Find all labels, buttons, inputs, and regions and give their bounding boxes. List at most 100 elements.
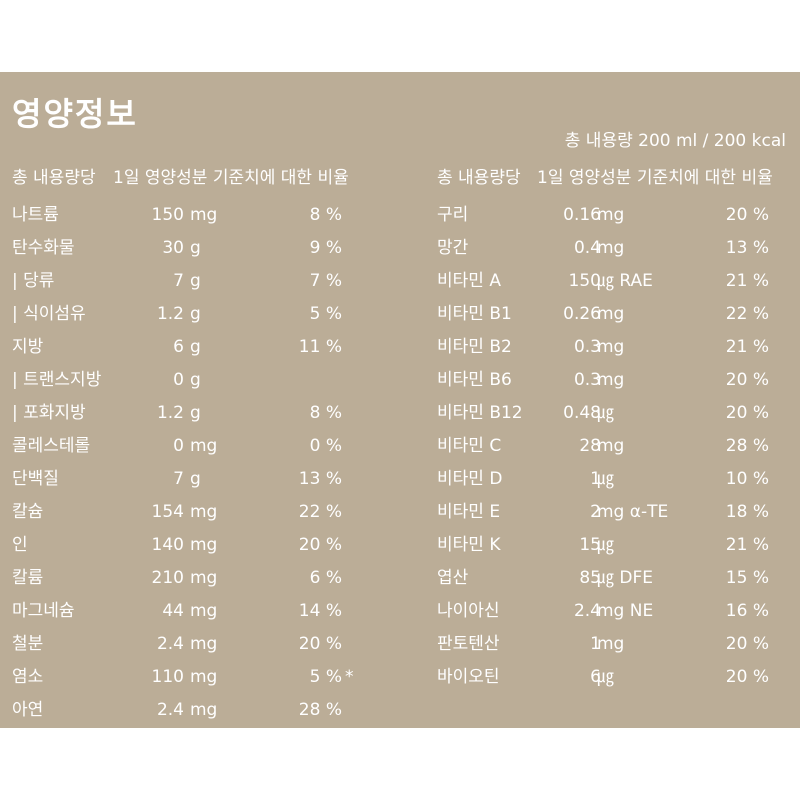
nutrient-amount: 7 [173,271,184,291]
nutrient-name: 비타민 A [437,271,501,291]
nutrient-unit: g [190,370,201,390]
nutrient-amount: 6 [590,667,601,687]
nutrient-amount: 1.2 [156,403,184,423]
nutrient-row: 엽산 85 ㎍ DFE 15 % [437,565,797,598]
nutrient-pct: 28 % [725,436,769,456]
nutrient-row: 비타민 D 1 ㎍ 10 % [437,466,797,499]
nutrient-row: 비타민 B6 0.3 mg 20 % [437,367,797,400]
nutrient-amount: 0 [173,370,184,390]
nutrient-name: 비타민 D [437,469,503,489]
nutrient-name: 콜레스테롤 [12,436,91,456]
nutrient-pct: 20 % [298,535,342,555]
nutrient-pct: 6 % [309,568,342,588]
nutrient-unit: mg [597,634,625,654]
nutrient-pct: 22 % [298,502,342,522]
nutrient-row: | 포화지방 1.2 g 8 % [12,400,372,433]
nutrition-panel: 영양정보 총 내용량 200 ml / 200 kcal 총 내용량당 1일 영… [0,72,800,728]
nutrient-pct: 14 % [298,601,342,621]
nutrient-amount: 85 [579,568,601,588]
nutrient-amount: 0.16 [563,205,601,225]
nutrient-name: | 포화지방 [12,403,86,423]
nutrient-pct: 15 % [725,568,769,588]
nutrient-row: 아연 2.4 mg 28 % [12,697,372,730]
nutrient-name: 비타민 B12 [437,403,523,423]
nutrient-unit: mg [597,304,625,324]
nutrient-name: 나트륨 [12,205,59,225]
nutrient-unit: mg [190,634,218,654]
nutrient-amount: 150 [568,271,601,291]
nutrient-pct: 10 % [725,469,769,489]
nutrient-pct: 7 % [309,271,342,291]
nutrient-unit: mg [190,535,218,555]
nutrient-row: 구리 0.16 mg 20 % [437,202,797,235]
nutrient-unit: g [190,304,201,324]
nutrient-row: | 식이섬유 1.2 g 5 % [12,301,372,334]
left-column-header: 총 내용량당 1일 영양성분 기준치에 대한 비율 [12,166,362,190]
nutrient-pct: 20 % [725,205,769,225]
nutrient-row: | 당류 7 g 7 % [12,268,372,301]
nutrient-name: 비타민 B6 [437,370,512,390]
nutrient-name: 판토텐산 [437,634,500,654]
page-title: 영양정보 [12,95,138,133]
nutrient-name: 나이아신 [437,601,500,621]
nutrient-pct: 13 % [298,469,342,489]
nutrient-unit: mg [190,700,218,720]
nutrient-name: 철분 [12,634,44,654]
nutrient-name: 칼슘 [12,502,44,522]
nutrient-pct: 20 % [725,370,769,390]
nutrient-unit: mg [597,436,625,456]
nutrient-row: 비타민 K 15 ㎍ 21 % [437,532,797,565]
nutrient-name: 탄수화물 [12,238,75,258]
nutrient-name: 인 [12,535,28,555]
nutrient-unit: g [190,469,201,489]
nutrient-unit: ㎍ RAE [597,271,653,291]
nutrient-row: 칼륨 210 mg 6 % [12,565,372,598]
nutrient-name: 비타민 B2 [437,337,512,357]
header-per-serving: 총 내용량당 [437,168,521,188]
nutrient-row: 바이오틴 6 ㎍ 20 % [437,664,797,697]
nutrient-amount: 154 [151,502,184,522]
nutrient-unit: g [190,403,201,423]
nutrient-row: 칼슘 154 mg 22 % [12,499,372,532]
nutrient-amount: 150 [151,205,184,225]
right-column-header: 총 내용량당 1일 영양성분 기준치에 대한 비율 [437,166,787,190]
nutrient-pct: 11 % [298,337,342,357]
nutrient-unit: mg [597,238,625,258]
nutrient-unit: mg [190,502,218,522]
nutrient-amount: 0.4 [573,238,601,258]
nutrient-row: 비타민 A 150 ㎍ RAE 21 % [437,268,797,301]
nutrient-name: 아연 [12,700,44,720]
nutrient-amount: 0.3 [573,370,601,390]
nutrient-row: 비타민 C 28 mg 28 % [437,433,797,466]
header-daily-value: 1일 영양성분 기준치에 대한 비율 [113,168,349,188]
nutrient-unit: mg [190,205,218,225]
nutrient-amount: 140 [151,535,184,555]
nutrient-row: 나트륨 150 mg 8 % [12,202,372,235]
nutrient-pct: 0 % [309,436,342,456]
nutrient-list-right: 구리 0.16 mg 20 % 망간 0.4 mg 13 % 비타민 A 150 ㎍ RAE 21 %… [437,202,797,697]
nutrient-unit: mg [597,205,625,225]
nutrient-amount: 7 [173,469,184,489]
nutrient-unit: g [190,337,201,357]
nutrient-pct: 8 % [309,403,342,423]
nutrient-unit: mg [190,667,218,687]
nutrient-name: 비타민 E [437,502,501,522]
nutrient-unit: ㎍ [597,403,614,423]
nutrient-unit: mg NE [597,601,654,621]
nutrient-pct: 5 % [309,667,342,687]
nutrient-unit: mg α-TE [597,502,669,522]
nutrient-name: 비타민 C [437,436,502,456]
nutrient-row: | 트랜스지방 0 g [12,367,372,400]
nutrient-row: 비타민 B2 0.3 mg 21 % [437,334,797,367]
nutrient-amount: 110 [151,667,184,687]
nutrient-pct: 28 % [298,700,342,720]
nutrient-unit: g [190,238,201,258]
header-daily-value: 1일 영양성분 기준치에 대한 비율 [537,168,773,188]
nutrient-amount: 2.4 [156,700,184,720]
nutrient-pct: 13 % [725,238,769,258]
nutrient-amount: 2 [590,502,601,522]
nutrient-amount: 15 [579,535,601,555]
nutrient-unit: mg [190,436,218,456]
nutrient-name: 지방 [12,337,44,357]
nutrient-row: 지방 6 g 11 % [12,334,372,367]
